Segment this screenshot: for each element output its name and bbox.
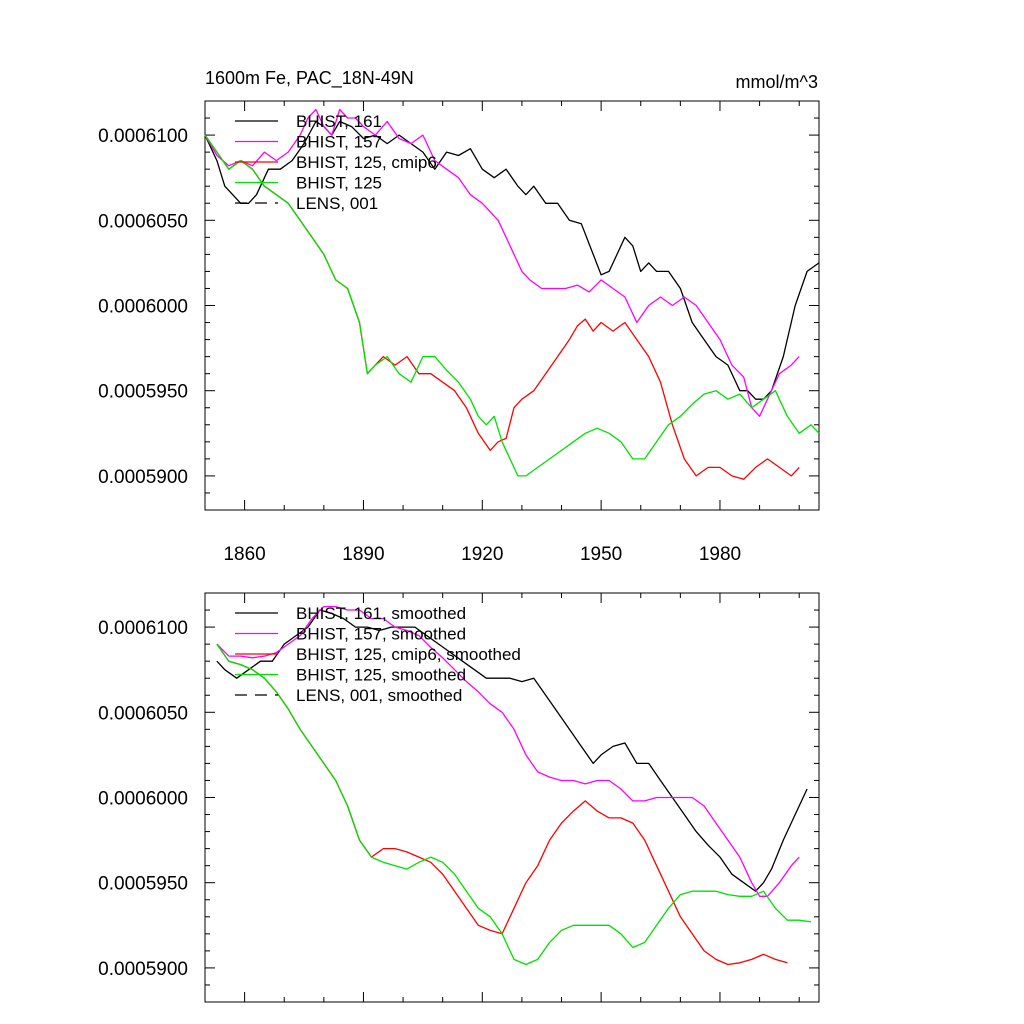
- bottom-panel-legend: BHIST, 161, smoothed BHIST, 157, smoothed…: [235, 604, 521, 705]
- bottom-panel-y-tick-labels: 0.0005900 0.0005950 0.0006000 0.0006050 0.00…: [98, 618, 188, 980]
- series-line-0: [216, 609, 808, 892]
- y-tick-label: 0.0006100: [98, 618, 188, 639]
- series-line-3: [204, 134, 820, 477]
- legend-label: BHIST, 157: [296, 133, 382, 152]
- y-tick-label: 0.0005900: [98, 959, 188, 980]
- bottom-panel-ticks: [204, 592, 819, 1003]
- legend-label: LENS, 001: [296, 194, 378, 213]
- series-line-0: [204, 120, 820, 400]
- x-tick-label: 1890: [342, 544, 384, 565]
- legend-label: LENS, 001, smoothed: [296, 686, 462, 705]
- top-panel-x-tick-labels: 1860 1890 1920 1950 1980: [223, 544, 741, 565]
- series-line-2: [204, 134, 800, 480]
- legend-label: BHIST, 157, smoothed: [296, 625, 466, 644]
- top-panel-series: [204, 108, 820, 480]
- y-tick-label: 0.0006050: [98, 703, 188, 724]
- top-panel: 1600m Fe, PAC_18N-49N mmol/m^3 0.0005900…: [98, 68, 820, 565]
- y-tick-label: 0.0006000: [98, 789, 188, 810]
- bottom-panel-series: [216, 605, 812, 966]
- y-tick-label: 0.0005950: [98, 874, 188, 895]
- x-tick-label: 1860: [223, 544, 265, 565]
- y-tick-label: 0.0005950: [98, 382, 188, 403]
- series-line-1: [216, 605, 800, 897]
- y-tick-label: 0.0006050: [98, 211, 188, 232]
- x-tick-label: 1950: [580, 544, 622, 565]
- legend-label: BHIST, 161, smoothed: [296, 604, 466, 623]
- y-tick-label: 0.0006000: [98, 297, 188, 318]
- bottom-panel: 0.0005900 0.0005950 0.0006000 0.0006050 0.00…: [98, 592, 820, 1003]
- top-panel-ticks: [204, 100, 819, 511]
- top-panel-units: mmol/m^3: [736, 72, 818, 92]
- legend-label: BHIST, 161: [296, 112, 382, 131]
- series-line-3: [216, 643, 812, 966]
- x-tick-label: 1980: [699, 544, 741, 565]
- legend-label: BHIST, 125, cmip6: [296, 153, 437, 172]
- y-tick-label: 0.0006100: [98, 126, 188, 147]
- x-tick-label: 1920: [461, 544, 503, 565]
- legend-label: BHIST, 125, cmip6, smoothed: [296, 645, 521, 664]
- top-panel-title: 1600m Fe, PAC_18N-49N: [205, 68, 414, 89]
- top-panel-y-tick-labels: 0.0005900 0.0005950 0.0006000 0.0006050 0.00…: [98, 126, 188, 488]
- y-tick-label: 0.0005900: [98, 467, 188, 488]
- series-line-1: [204, 108, 800, 417]
- legend-label: BHIST, 125, smoothed: [296, 666, 466, 685]
- legend-label: BHIST, 125: [296, 174, 382, 193]
